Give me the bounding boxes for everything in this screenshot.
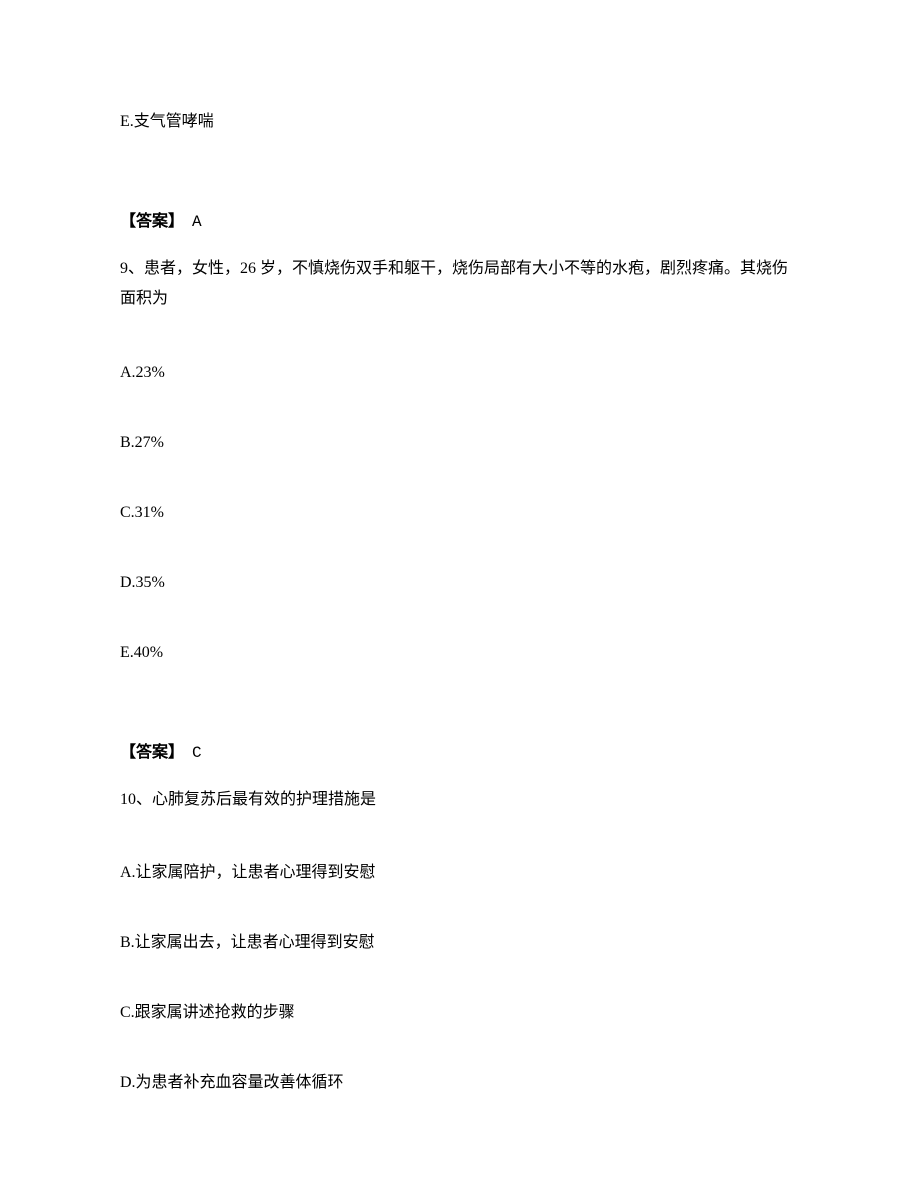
q10-option-c: C.跟家属讲述抢救的步骤 bbox=[120, 1001, 800, 1025]
answer-8-block: 【答案】 A bbox=[120, 210, 800, 234]
q10-stem: 10、心肺复苏后最有效的护理措施是 bbox=[120, 785, 800, 815]
option-text: E.支气管哮喘 bbox=[120, 113, 214, 130]
q9-option-c: C.31% bbox=[120, 501, 800, 525]
page-container: E.支气管哮喘 【答案】 A 9、患者，女性，26 岁，不慎烧伤双手和躯干，烧伤… bbox=[0, 0, 920, 1201]
answer-letter: A bbox=[192, 213, 202, 231]
q9-option-e: E.40% bbox=[120, 641, 800, 665]
q9-option-a: A.23% bbox=[120, 361, 800, 385]
q10-option-b: B.让家属出去，让患者心理得到安慰 bbox=[120, 931, 800, 955]
answer-label: 【答案】 bbox=[120, 213, 184, 230]
answer-letter: C bbox=[192, 744, 202, 762]
q10-option-d: D.为患者补充血容量改善体循环 bbox=[120, 1071, 800, 1095]
q9-stem: 9、患者，女性，26 岁，不慎烧伤双手和躯干，烧伤局部有大小不等的水疱，剧烈疼痛… bbox=[120, 254, 800, 315]
q9-option-b: B.27% bbox=[120, 431, 800, 455]
answer-label: 【答案】 bbox=[120, 744, 184, 761]
q9-option-d: D.35% bbox=[120, 571, 800, 595]
q8-option-e: E.支气管哮喘 bbox=[120, 110, 800, 134]
q10-option-a: A.让家属陪护，让患者心理得到安慰 bbox=[120, 861, 800, 885]
answer-9-block: 【答案】 C bbox=[120, 741, 800, 765]
